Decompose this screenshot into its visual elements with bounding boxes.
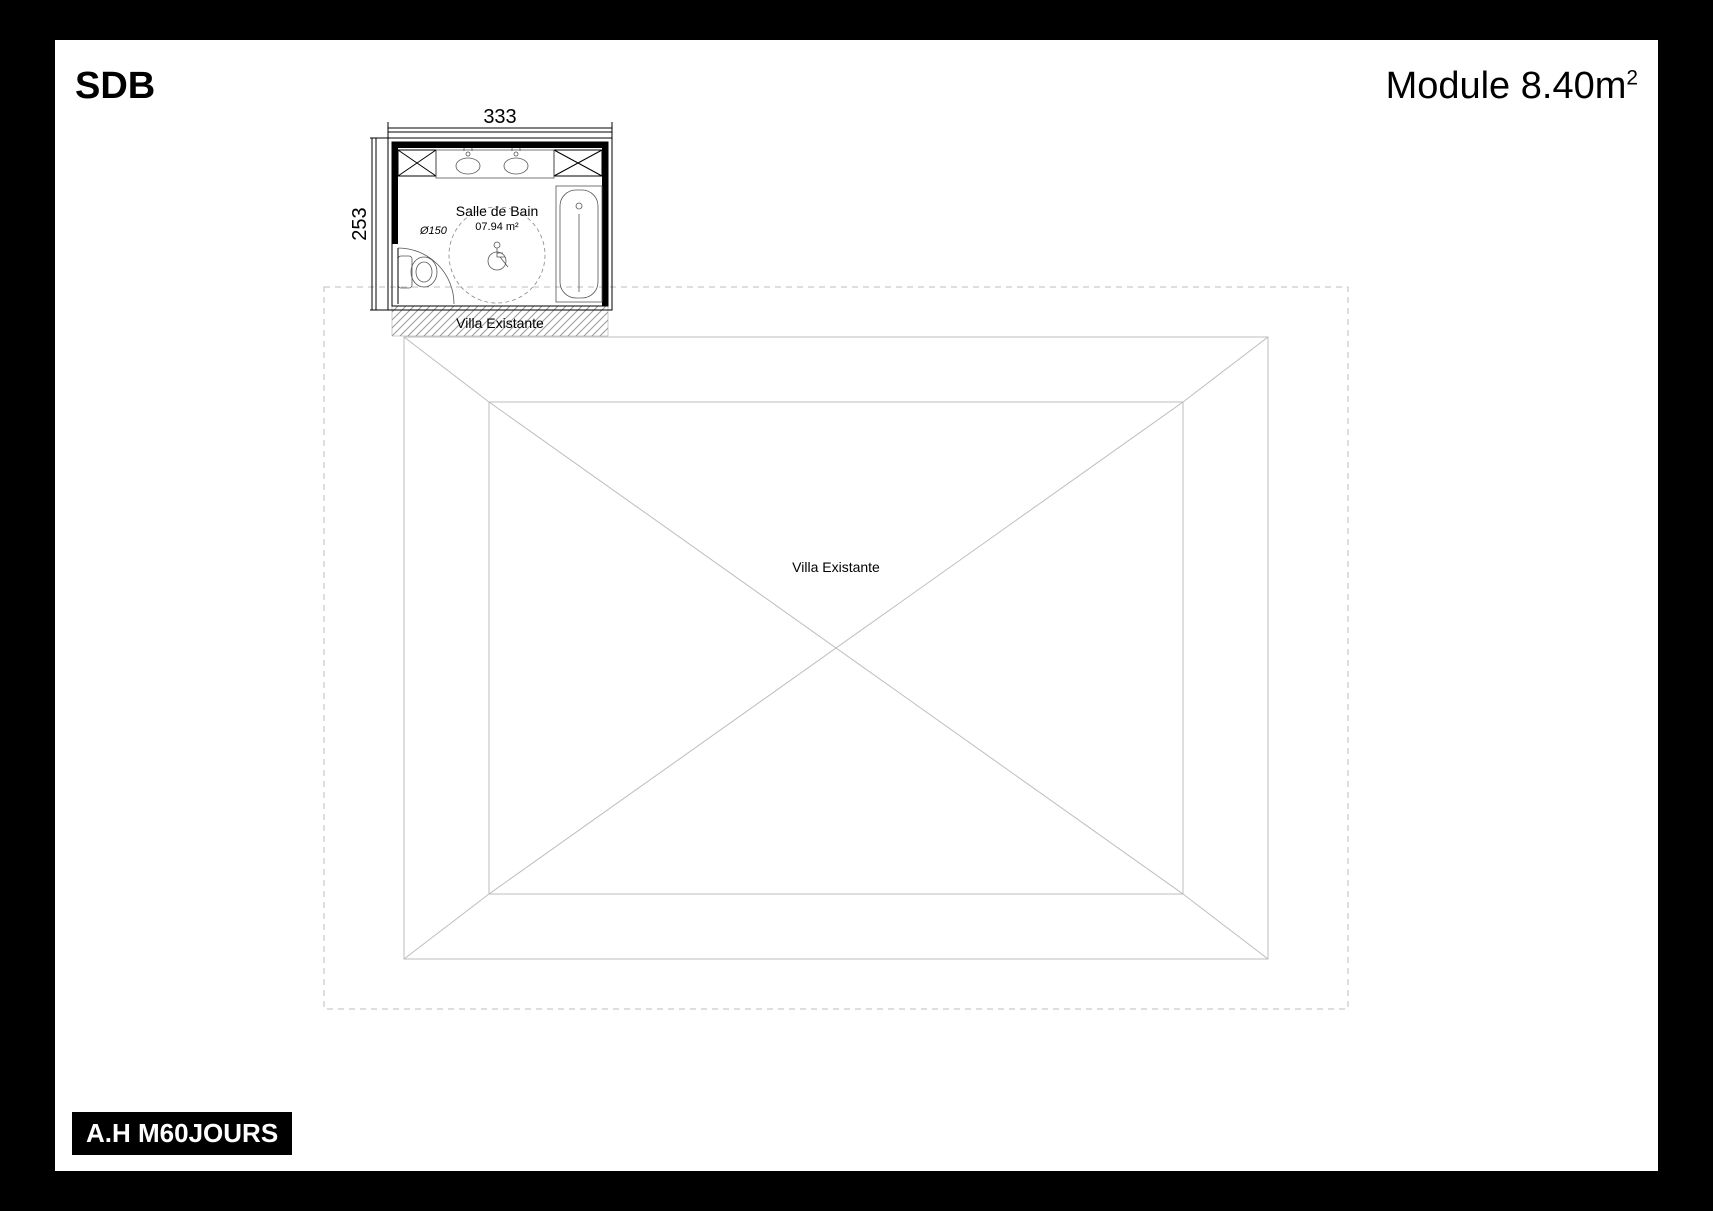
dim-left-value: 253 [349, 207, 371, 240]
vanity [436, 148, 554, 178]
drawing-canvas: Villa Existante Villa Existante [0, 0, 1713, 1211]
room-name: Salle de Bain [456, 203, 539, 219]
cabinet-right [554, 150, 602, 176]
toilet [398, 256, 437, 288]
module-room: Salle de Bain 07.94 m² Ø150 [388, 138, 612, 310]
villa-label-center: Villa Existante [792, 559, 880, 575]
room-area: 07.94 m² [475, 221, 519, 233]
turning-circle-label: Ø150 [419, 225, 448, 237]
dim-top-value: 333 [483, 106, 516, 128]
dimension-top: 333 [388, 106, 612, 138]
villa-roof: Villa Existante [324, 287, 1348, 1009]
villa-label-top: Villa Existante [456, 315, 544, 331]
bathtub [556, 186, 602, 302]
cabinet-left [398, 150, 436, 176]
dimension-left: 253 [349, 138, 388, 310]
